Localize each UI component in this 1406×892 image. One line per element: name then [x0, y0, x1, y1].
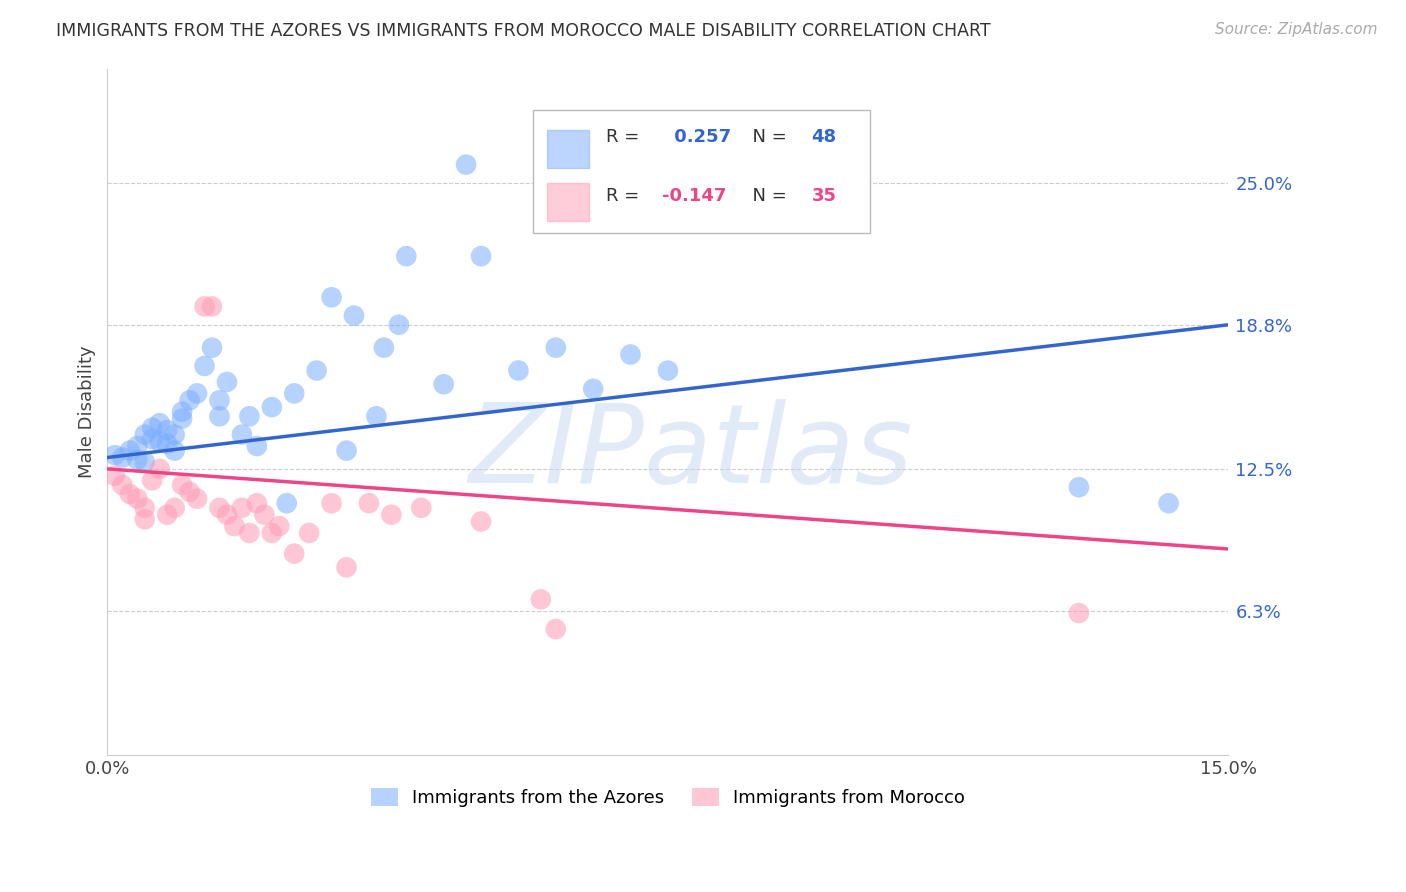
- Point: [172, 405, 194, 419]
- Point: [156, 508, 179, 522]
- Point: [208, 500, 231, 515]
- Text: 35: 35: [811, 186, 837, 204]
- Point: [224, 519, 246, 533]
- Point: [118, 487, 141, 501]
- Point: [433, 377, 456, 392]
- Point: [470, 515, 492, 529]
- Point: [508, 363, 530, 377]
- Point: [134, 512, 156, 526]
- Point: [269, 519, 291, 533]
- Point: [141, 474, 163, 488]
- Point: [163, 500, 186, 515]
- Point: [470, 249, 492, 263]
- Point: [193, 359, 215, 373]
- Text: N =: N =: [741, 186, 792, 204]
- Text: 48: 48: [811, 128, 837, 146]
- Point: [238, 526, 260, 541]
- Point: [179, 393, 201, 408]
- Point: [544, 341, 567, 355]
- Point: [111, 450, 134, 465]
- Point: [149, 416, 172, 430]
- Point: [395, 249, 418, 263]
- Point: [343, 309, 366, 323]
- Point: [544, 622, 567, 636]
- Point: [186, 491, 208, 506]
- Point: [373, 341, 395, 355]
- Point: [411, 500, 433, 515]
- Point: [276, 496, 298, 510]
- Point: [388, 318, 411, 332]
- Point: [201, 300, 224, 314]
- Point: [104, 448, 127, 462]
- Point: [283, 547, 305, 561]
- Point: [305, 363, 328, 377]
- Point: [298, 526, 321, 541]
- Text: R =: R =: [606, 128, 645, 146]
- Point: [172, 411, 194, 425]
- Point: [208, 409, 231, 424]
- Point: [208, 393, 231, 408]
- Point: [260, 400, 283, 414]
- Point: [260, 526, 283, 541]
- Point: [231, 427, 253, 442]
- FancyBboxPatch shape: [547, 130, 589, 168]
- Point: [149, 462, 172, 476]
- Point: [246, 496, 269, 510]
- Legend: Immigrants from the Azores, Immigrants from Morocco: Immigrants from the Azores, Immigrants f…: [364, 780, 972, 814]
- Point: [134, 455, 156, 469]
- Point: [134, 427, 156, 442]
- FancyBboxPatch shape: [533, 110, 870, 233]
- Point: [619, 347, 641, 361]
- Point: [1067, 480, 1090, 494]
- Point: [127, 439, 149, 453]
- Point: [321, 290, 343, 304]
- Point: [215, 375, 238, 389]
- Point: [134, 500, 156, 515]
- Point: [321, 496, 343, 510]
- Point: [156, 436, 179, 450]
- Point: [283, 386, 305, 401]
- Point: [127, 491, 149, 506]
- Point: [141, 421, 163, 435]
- Point: [246, 439, 269, 453]
- Point: [141, 432, 163, 446]
- Point: [149, 434, 172, 449]
- Point: [127, 452, 149, 467]
- Point: [357, 496, 380, 510]
- Point: [238, 409, 260, 424]
- Text: ZIPatlas: ZIPatlas: [468, 400, 912, 507]
- Point: [156, 423, 179, 437]
- Point: [335, 560, 357, 574]
- Text: -0.147: -0.147: [662, 186, 727, 204]
- Point: [1067, 606, 1090, 620]
- Text: Source: ZipAtlas.com: Source: ZipAtlas.com: [1215, 22, 1378, 37]
- Point: [193, 300, 215, 314]
- Point: [582, 382, 605, 396]
- Point: [1157, 496, 1180, 510]
- Point: [335, 443, 357, 458]
- FancyBboxPatch shape: [547, 183, 589, 221]
- Point: [657, 363, 679, 377]
- Y-axis label: Male Disability: Male Disability: [79, 345, 96, 478]
- Point: [253, 508, 276, 522]
- Point: [231, 500, 253, 515]
- Point: [456, 158, 478, 172]
- Point: [530, 592, 553, 607]
- Point: [118, 443, 141, 458]
- Text: IMMIGRANTS FROM THE AZORES VS IMMIGRANTS FROM MOROCCO MALE DISABILITY CORRELATIO: IMMIGRANTS FROM THE AZORES VS IMMIGRANTS…: [56, 22, 991, 40]
- Point: [172, 478, 194, 492]
- Point: [201, 341, 224, 355]
- Point: [186, 386, 208, 401]
- Point: [366, 409, 388, 424]
- Point: [215, 508, 238, 522]
- Text: 0.257: 0.257: [668, 128, 731, 146]
- Point: [111, 478, 134, 492]
- Text: N =: N =: [741, 128, 792, 146]
- Point: [380, 508, 402, 522]
- Point: [163, 443, 186, 458]
- Point: [179, 484, 201, 499]
- Text: R =: R =: [606, 186, 645, 204]
- Point: [104, 468, 127, 483]
- Point: [163, 427, 186, 442]
